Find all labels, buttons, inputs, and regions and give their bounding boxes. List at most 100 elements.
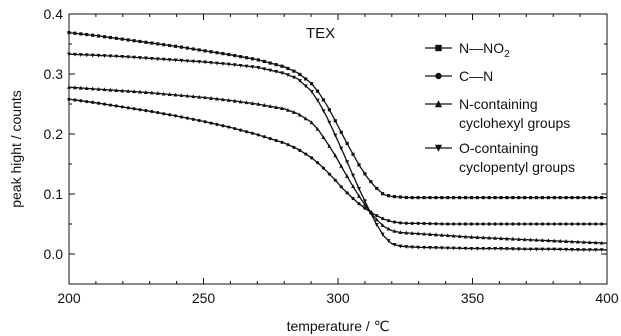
data-point	[504, 247, 509, 251]
data-point	[126, 55, 131, 60]
data-point	[85, 99, 89, 104]
data-point	[505, 196, 509, 200]
data-point	[410, 196, 414, 200]
data-point	[238, 99, 243, 104]
data-point	[150, 109, 154, 114]
data-point	[286, 143, 290, 147]
data-point	[475, 235, 480, 240]
data-point	[250, 57, 255, 61]
data-point	[149, 56, 154, 61]
data-point	[558, 196, 562, 200]
data-point	[203, 95, 208, 100]
data-point	[381, 217, 385, 221]
data-point	[268, 61, 272, 65]
data-point	[226, 62, 231, 67]
data-point	[469, 234, 474, 239]
data-point	[381, 192, 385, 196]
data-point	[167, 58, 172, 62]
data-point	[73, 98, 77, 102]
data-point	[126, 38, 130, 42]
data-point	[214, 61, 219, 66]
data-point	[221, 124, 225, 128]
data-point	[593, 240, 598, 245]
y-tick-label: 0.2	[44, 126, 64, 142]
data-point	[374, 217, 379, 222]
data-point	[463, 234, 468, 239]
y-tick-label: 0.1	[44, 186, 64, 202]
data-point	[428, 222, 432, 226]
data-point	[392, 229, 397, 233]
data-point	[439, 246, 444, 251]
data-point	[475, 196, 479, 200]
data-point	[250, 65, 255, 70]
data-point	[161, 91, 166, 96]
data-point	[534, 222, 539, 226]
data-point	[457, 234, 462, 238]
data-point	[546, 196, 550, 200]
data-point	[197, 48, 201, 52]
data-point	[227, 125, 231, 129]
data-point	[517, 196, 521, 200]
data-point	[427, 246, 432, 250]
data-point	[310, 156, 314, 160]
data-point	[291, 75, 296, 80]
data-point	[469, 246, 474, 251]
data-point	[523, 222, 527, 226]
legend-label-line2: cyclopentyl groups	[459, 159, 575, 175]
data-point	[221, 52, 225, 56]
data-point	[558, 238, 563, 243]
data-point	[333, 153, 338, 158]
data-point	[132, 39, 136, 43]
data-point	[309, 120, 314, 125]
data-point	[185, 116, 189, 120]
data-point	[298, 148, 302, 152]
data-point	[280, 140, 284, 144]
data-point	[540, 222, 545, 226]
legend-item-4: O-containing cyclopentyl groups	[425, 140, 575, 175]
data-point	[363, 172, 367, 176]
data-point	[356, 187, 361, 191]
data-point	[593, 248, 598, 252]
data-point	[457, 246, 462, 251]
data-point	[564, 239, 569, 243]
data-point	[570, 248, 575, 252]
data-point	[72, 85, 77, 90]
data-point	[516, 237, 521, 241]
data-point	[446, 222, 450, 226]
data-point	[303, 116, 308, 121]
data-point	[250, 101, 255, 105]
data-point	[529, 222, 533, 226]
data-point	[298, 72, 302, 77]
data-point	[120, 105, 124, 109]
data-point	[274, 138, 278, 143]
data-point	[445, 233, 450, 238]
data-point	[315, 89, 320, 93]
legend-label-line2: cyclohexyl groups	[459, 115, 570, 131]
data-point	[108, 54, 113, 59]
data-point	[499, 236, 504, 241]
data-point	[143, 56, 148, 61]
data-point	[481, 247, 486, 251]
data-point	[209, 121, 213, 125]
data-point	[232, 98, 237, 103]
data-point	[220, 97, 225, 102]
data-point	[149, 90, 154, 95]
data-point	[564, 196, 568, 200]
data-point	[357, 163, 361, 167]
data-point	[351, 152, 355, 156]
data-point	[120, 88, 125, 93]
data-point	[511, 196, 515, 200]
data-point	[280, 64, 284, 68]
data-point	[292, 69, 296, 73]
data-point	[304, 152, 308, 156]
legend-label: N—NO2	[459, 40, 510, 60]
data-point	[90, 53, 95, 58]
data-point	[351, 196, 355, 201]
data-point	[85, 32, 89, 37]
x-tick-label: 200	[57, 290, 81, 306]
data-point	[534, 237, 539, 242]
data-point	[215, 51, 219, 55]
data-point	[433, 246, 438, 250]
data-point	[143, 90, 148, 94]
